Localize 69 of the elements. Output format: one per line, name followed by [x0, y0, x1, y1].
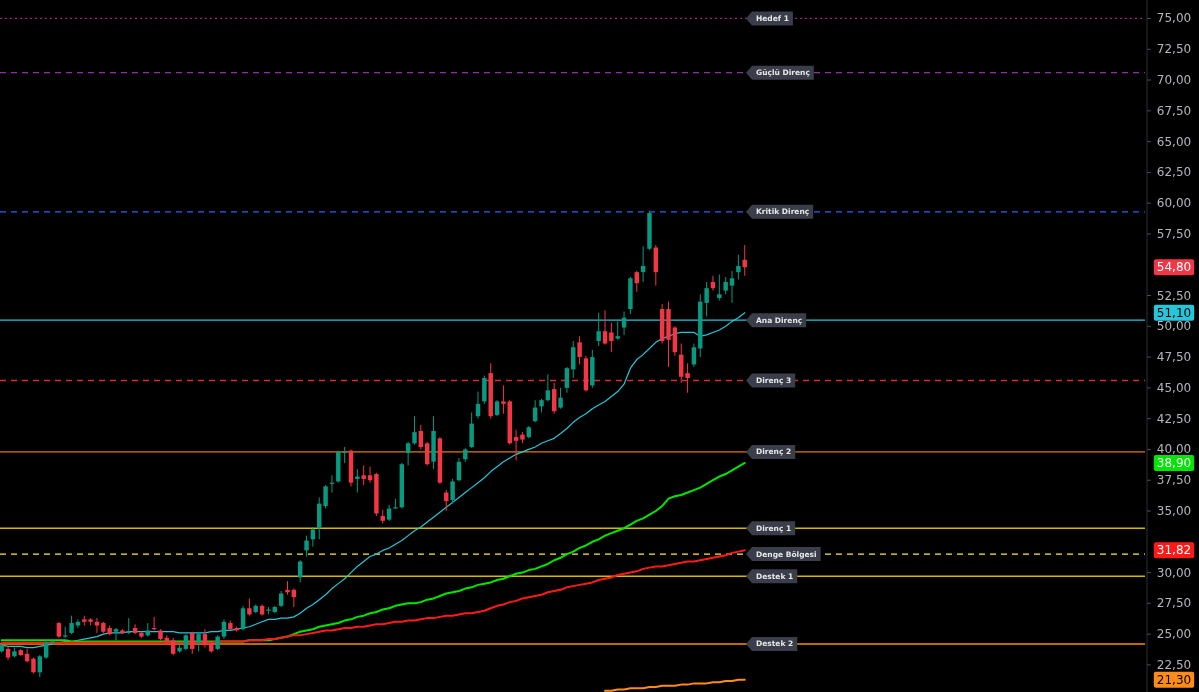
y-tick-label: 75,00 — [1156, 11, 1192, 26]
candlestick — [729, 270, 735, 304]
y-tick-label: 62,50 — [1156, 165, 1192, 180]
candlestick — [304, 535, 309, 558]
text: 51,10 — [1156, 305, 1192, 320]
candlestick — [621, 311, 627, 336]
candlestick — [558, 387, 563, 410]
candlestick — [367, 466, 373, 484]
candlestick — [469, 411, 474, 449]
y-tick-label: 47,50 — [1156, 350, 1192, 365]
candlestick — [424, 441, 430, 466]
y-tick-label: 57,50 — [1156, 226, 1192, 241]
y-tick-label: 45,00 — [1156, 380, 1192, 395]
candlestick — [113, 627, 119, 641]
candlestick — [297, 559, 303, 583]
text: 38,90 — [1156, 455, 1192, 470]
candlestick — [545, 373, 551, 402]
candlestick — [634, 270, 639, 293]
candlestick — [190, 631, 195, 655]
candlestick — [37, 654, 43, 678]
y-tick-label: 67,50 — [1156, 103, 1192, 118]
candlestick — [69, 615, 74, 635]
y-tick-label: 70,00 — [1156, 73, 1192, 88]
y-tick-label: 52,50 — [1156, 288, 1192, 303]
candlestick — [482, 375, 487, 405]
candlestick — [94, 617, 100, 634]
candlestick — [685, 362, 690, 394]
y-tick-label: 65,00 — [1156, 134, 1192, 149]
candlestick — [132, 623, 138, 635]
candlestick — [501, 384, 506, 415]
y-tick-label: 50,00 — [1156, 319, 1192, 334]
y-tick-label: 25,00 — [1156, 627, 1192, 642]
candlestick — [602, 309, 608, 346]
y-tick-label: 30,00 — [1156, 565, 1192, 580]
candlestick — [418, 424, 424, 450]
candlestick — [75, 618, 81, 629]
candlestick — [323, 484, 328, 510]
candlestick — [615, 320, 620, 341]
y-tick-label: 37,50 — [1156, 473, 1192, 488]
candlestick — [196, 632, 201, 652]
y-tick-label: 60,00 — [1156, 196, 1192, 211]
candlestick — [412, 415, 417, 446]
candlestick — [717, 274, 722, 301]
text: 54,80 — [1156, 260, 1192, 275]
y-tick-label: 27,50 — [1156, 596, 1192, 611]
candlestick — [221, 618, 227, 640]
candlestick — [704, 281, 709, 317]
y-tick-label: 22,50 — [1156, 657, 1192, 672]
text: 31,82 — [1156, 543, 1192, 558]
candlestick — [577, 335, 582, 365]
candlestick — [609, 322, 614, 353]
candlestick — [450, 478, 455, 505]
candlestick — [405, 441, 411, 466]
candlestick — [240, 605, 246, 631]
y-tick-label: 40,00 — [1156, 442, 1192, 457]
candlestick — [355, 468, 360, 494]
candlestick — [564, 366, 570, 394]
candlestick — [596, 312, 601, 347]
candlestick — [736, 254, 741, 281]
y-tick-label: 35,00 — [1156, 504, 1192, 518]
line-series — [604, 678, 746, 692]
candlestick — [361, 464, 366, 486]
candlestick — [202, 628, 208, 649]
candlestick — [43, 638, 49, 660]
text: 21,30 — [1156, 672, 1192, 687]
y-tick-label: 42,50 — [1156, 411, 1192, 426]
y-tick-label: 72,50 — [1156, 42, 1192, 57]
candlestick — [310, 526, 316, 548]
candlestick — [513, 429, 519, 462]
